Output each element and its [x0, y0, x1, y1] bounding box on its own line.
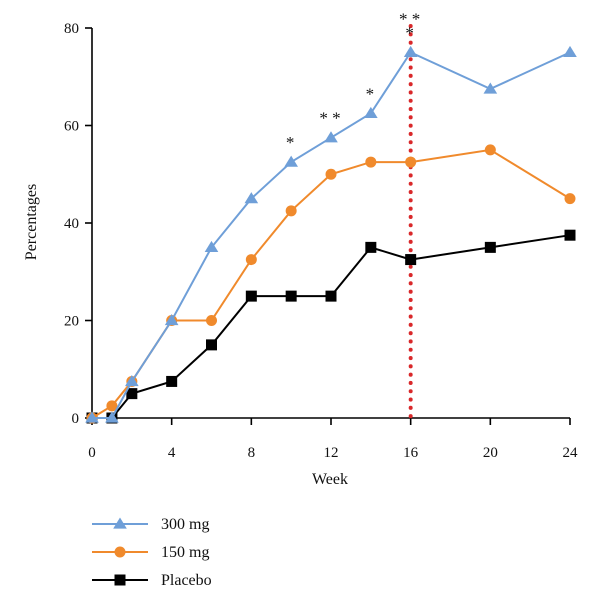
data-point-placebo	[166, 375, 178, 387]
series-line-150-mg	[91, 148, 571, 419]
data-point-300-mg	[364, 106, 378, 118]
series-placebo	[86, 229, 576, 424]
y-tick-label: 40	[64, 216, 79, 232]
data-point-300-mg	[284, 155, 298, 167]
legend-entry-placebo: Placebo	[92, 572, 212, 589]
legend-entry-300-mg: 300 mg	[92, 516, 209, 533]
data-point-placebo	[245, 290, 257, 302]
legend-marker-300-mg	[113, 517, 127, 529]
annotation-layer: ** *** **	[286, 9, 420, 152]
legend-entry-150-mg: 150 mg	[92, 544, 209, 561]
series-150-mg	[86, 144, 576, 424]
series-line-300-mg	[92, 51, 571, 419]
x-tick-label: 12	[324, 445, 339, 461]
data-point-300-mg	[483, 82, 498, 94]
data-point-300-mg	[403, 45, 418, 58]
x-tick-label: 4	[168, 445, 176, 461]
data-point-placebo	[206, 339, 217, 351]
data-point-300-mg	[204, 240, 219, 253]
data-point-150-mg	[564, 193, 576, 205]
data-point-placebo	[126, 388, 138, 400]
data-point-placebo	[325, 290, 337, 302]
y-tick-label: 0	[72, 411, 80, 427]
significance-marker: * *	[399, 9, 420, 28]
x-tick-label: 8	[248, 445, 256, 461]
legend-label-placebo: Placebo	[161, 572, 212, 589]
data-point-300-mg	[563, 45, 577, 58]
y-tick-label: 80	[64, 21, 79, 37]
data-point-placebo	[484, 241, 496, 253]
data-point-300-mg	[85, 411, 99, 423]
data-point-placebo	[285, 290, 297, 302]
y-tick-label: 20	[64, 314, 79, 330]
x-tick-label: 0	[88, 445, 96, 461]
x-tick-label: 20	[483, 445, 498, 461]
data-point-150-mg	[206, 315, 217, 326]
legend-label-300-mg: 300 mg	[161, 516, 209, 533]
y-axis-title: Percentages	[23, 184, 40, 260]
data-point-150-mg	[325, 168, 337, 180]
legend-marker-150-mg	[114, 546, 126, 558]
y-tick-label: 60	[64, 119, 79, 135]
legend-label-150-mg: 150 mg	[161, 544, 209, 561]
data-point-300-mg	[244, 192, 259, 204]
significance-marker: *	[286, 133, 295, 152]
data-point-150-mg	[405, 156, 417, 168]
legend-marker-placebo	[114, 574, 126, 586]
data-point-300-mg	[164, 314, 179, 326]
x-tick-label: 16	[403, 445, 419, 461]
data-point-300-mg	[105, 411, 119, 423]
x-axis-title: Week	[312, 471, 348, 488]
series-line-placebo	[92, 234, 571, 419]
data-point-150-mg	[285, 205, 297, 217]
data-point-150-mg	[365, 156, 377, 168]
data-point-150-mg	[484, 144, 496, 156]
axes: 0 20 40 60 80 0 4 8 12 16 20 24	[64, 21, 578, 461]
legend: 300 mg 150 mg Placebo	[92, 516, 212, 589]
data-point-150-mg	[106, 400, 118, 412]
significance-marker: *	[405, 23, 414, 42]
series-300-mg	[85, 45, 577, 423]
significance-marker: * *	[319, 109, 340, 128]
data-point-300-mg	[324, 131, 338, 143]
data-point-placebo	[564, 229, 576, 241]
series-layer	[85, 45, 577, 424]
data-point-150-mg	[245, 254, 257, 266]
data-point-placebo	[365, 241, 377, 253]
data-point-placebo	[405, 254, 417, 266]
x-tick-label: 24	[563, 445, 579, 461]
significance-marker: *	[366, 84, 375, 103]
data-point-300-mg	[125, 374, 139, 387]
